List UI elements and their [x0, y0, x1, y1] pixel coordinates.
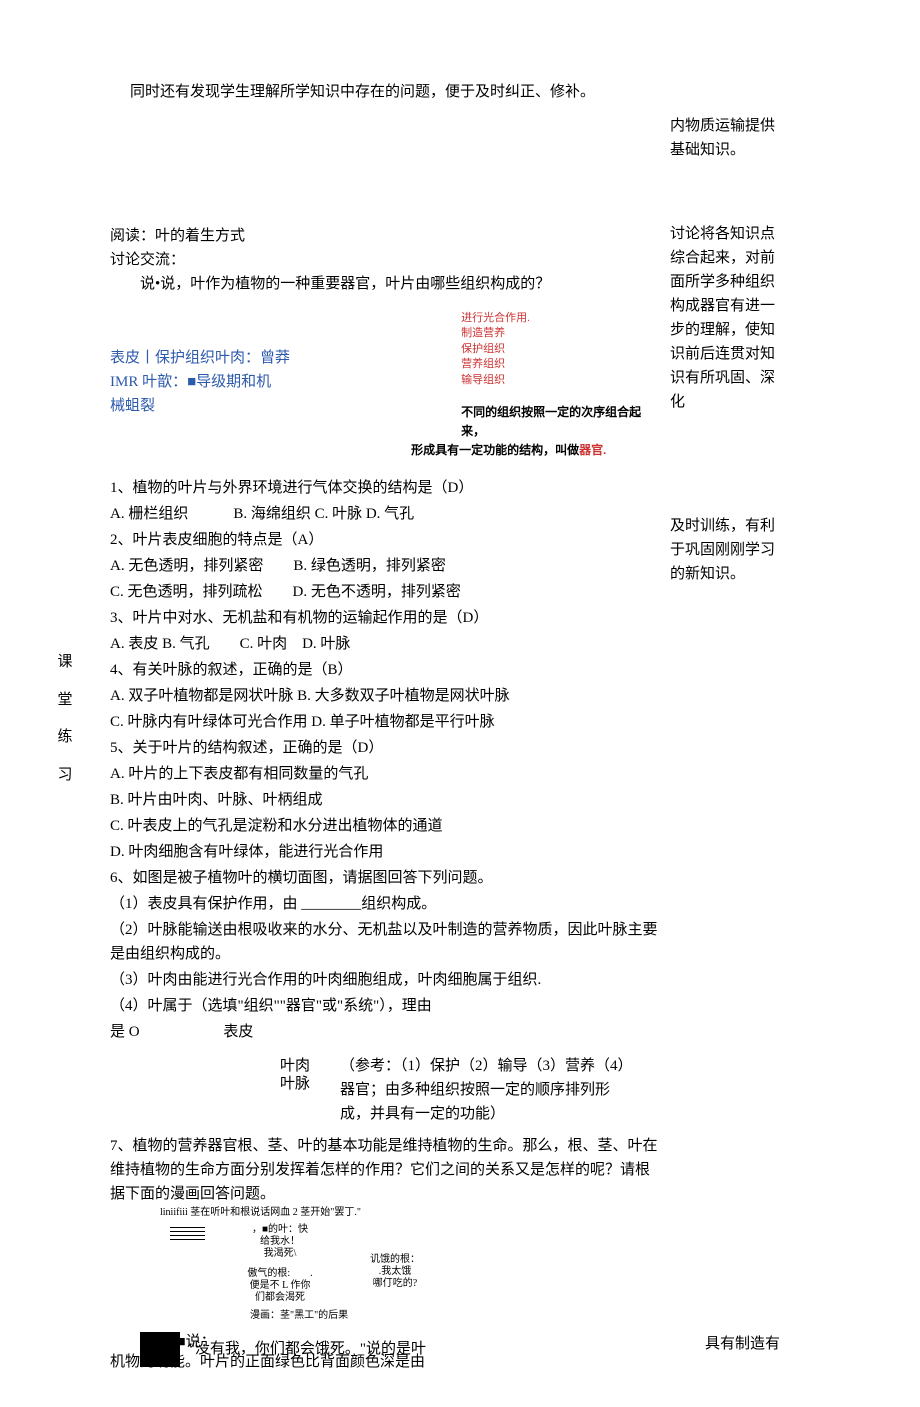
explain-e2: 形成具有一定功能的结构，叫做 [411, 443, 579, 457]
right-notes-column: 内物质运输提供基础知识。 讨论将各知识点综合起来，对前面所学多种组织构成器官有进… [660, 114, 780, 1367]
q3: 3、叶片中对水、无机盐和有机物的运输起作用的是（D） [110, 606, 660, 630]
label-lian: 练 [40, 719, 90, 757]
reference-answer: （参考：（1）保护（2）输导（3）营养（4）器官；由多种组织按照一定的顺序排列形… [340, 1054, 630, 1126]
q5a: A. 叶片的上下表皮都有相同数量的气孔 [110, 762, 660, 786]
explain-e1: 不同的组织按照一定的次序组合起来， [461, 405, 641, 438]
reading-line3: 说•说，叶作为植物的一种重要器官，叶片由哪些组织构成的？ [110, 272, 660, 296]
q4a: A. 双子叶植物都是网状叶脉 B. 大多数双子叶植物是网状叶脉 [110, 684, 660, 708]
q6-4: （4）叶属于（选填"组织""器官"或"系统"），理由 [110, 994, 660, 1018]
yemai-label: 叶脉 [280, 1072, 310, 1096]
q2c: C. 无色透明，排列疏松 D. 无色不透明，排列紧密 [110, 580, 660, 604]
explain-e3: 器官. [579, 443, 606, 457]
tissue-n1: 进行光合作用. [461, 311, 660, 326]
q2a: A. 无色透明，排列紧密 B. 绿色透明，排列紧密 [110, 554, 660, 578]
label-tang: 堂 [40, 682, 90, 720]
final-right: 具有制造有 [705, 1332, 780, 1356]
q6-5: 是 O [110, 1024, 140, 1040]
blue-l3: 械蛆裂 [110, 394, 451, 418]
q1-opts: A. 栅栏组织 B. 海绵组织 C. 叶脉 D. 气孔 [110, 502, 660, 526]
q6-1: （1）表皮具有保护作用，由 ________组织构成。 [110, 892, 660, 916]
q1: 1、植物的叶片与外界环境进行气体交换的结构是（D） [110, 476, 660, 500]
right-note-3: 及时训练，有利于巩固刚刚学习的新知识。 [670, 514, 780, 586]
tissue-n5: 输导组织 [461, 373, 660, 388]
top-note: 同时还有发现学生理解所学知识中存在的问题，便于及时纠正、修补。 [130, 80, 880, 104]
q6-2: （2）叶脉能输送由根吸收来的水分、无机盐以及叶制造的营养物质，因此叶脉主要是由组… [110, 918, 660, 966]
q4c: C. 叶脉内有叶绿体可光合作用 D. 单子叶植物都是平行叶脉 [110, 710, 660, 734]
label-xi: 习 [40, 757, 90, 795]
q7: 7、植物的营养器官根、茎、叶的基本功能是维持植物的生命。那么，根、茎、叶在维持植… [110, 1134, 660, 1206]
q2: 2、叶片表皮细胞的特点是（A） [110, 528, 660, 552]
comic-caption-1: liniifiii 茎在听叶和根说话网血 2 茎开始"罢丁." [160, 1206, 660, 1219]
reading-line2: 讨论交流： [110, 248, 660, 272]
reading-line1: 阅读：叶的着生方式 [110, 224, 660, 248]
comic-caption-2: 漫画：茎"黑工"的后果 [250, 1309, 660, 1322]
q6: 6、如图是被子植物叶的横切面图，请据图回答下列问题。 [110, 866, 660, 890]
comic-c2c: 们都会渴死 [220, 1292, 340, 1304]
q5c: C. 叶表皮上的气孔是淀粉和水分进出植物体的通道 [110, 814, 660, 838]
q5: 5、关于叶片的结构叙述，正确的是（D） [110, 736, 660, 760]
comic-c2a: 傲气的根: . [220, 1268, 340, 1280]
biaopi-label: 表皮 [223, 1024, 253, 1040]
final-f2: 机物的功能。叶片的正面绿色比背面颜色深是由 [110, 1350, 425, 1374]
blue-l2: IMR 叶歆：■导级期和机 [110, 370, 451, 394]
main-content: 阅读：叶的着生方式 讨论交流： 说•说，叶作为植物的一种重要器官，叶片由哪些组织… [90, 114, 660, 1367]
comic-c3a: 讥饿的根： [370, 1254, 420, 1266]
label-ke: 课 [40, 644, 90, 682]
comic-c3b: .我太饿 [370, 1266, 420, 1278]
q5d: D. 叶肉细胞含有叶绿体，能进行光合作用 [110, 840, 660, 864]
right-note-1: 内物质运输提供基础知识。 [670, 114, 780, 162]
comic-c1c: 我渴死\ [220, 1248, 340, 1260]
comic-c1b: 给我水！ [220, 1236, 340, 1248]
section-label-column: 课 堂 练 习 [40, 114, 90, 1367]
right-note-2: 讨论将各知识点综合起来，对前面所学多种组织构成器官有进一步的理解，使知识前后连贯… [670, 222, 780, 414]
tissue-n2: 制造营养 [461, 326, 660, 341]
comic-c2b: 便是不 L 作你 [220, 1280, 340, 1292]
comic-c1a: ，■的叶：快 [220, 1224, 340, 1236]
comic-c3c: 哪仃吃的? [370, 1278, 420, 1290]
q4: 4、有关叶脉的叙述，正确的是（B） [110, 658, 660, 682]
lines-icon [170, 1224, 205, 1304]
q6-3: （3）叶肉由能进行光合作用的叶肉细胞组成，叶肉细胞属于组织. [110, 968, 660, 992]
blue-l1: 表皮丨保护组织叶肉：曾莽 [110, 346, 451, 370]
q5b: B. 叶片由叶肉、叶脉、叶柄组成 [110, 788, 660, 812]
q3-opts: A. 表皮 B. 气孔 C. 叶肉 D. 叶脉 [110, 632, 660, 656]
tissue-n4: 营养组织 [461, 357, 660, 372]
tissue-n3: 保护组织 [461, 342, 660, 357]
